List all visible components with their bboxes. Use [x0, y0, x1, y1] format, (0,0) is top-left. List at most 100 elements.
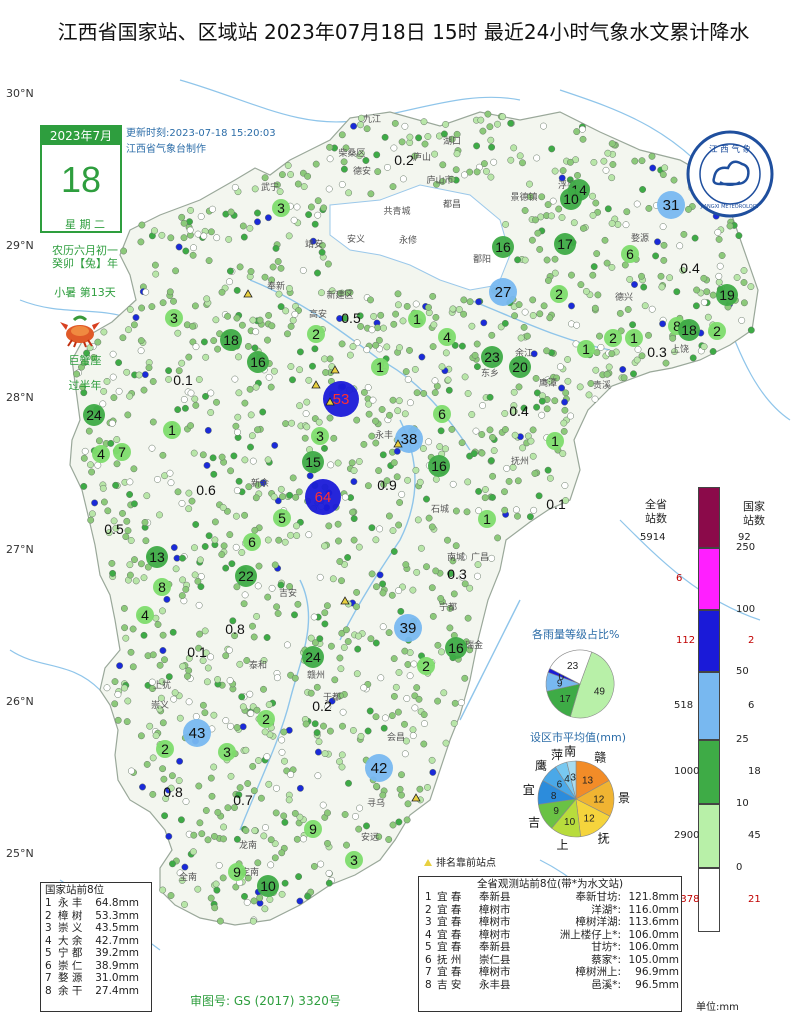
station-dot [220, 835, 227, 843]
station-value: 22 [238, 568, 254, 584]
station-value-circle[interactable] [492, 236, 514, 258]
station-value: 4 [443, 329, 451, 345]
rainfall-map[interactable]: 九江 柴桑区 德安 庐山 湖口 庐山市 武宁 共青城 都昌 景德镇 浮梁 靖安 安义 永修 婺源 奉新 高安 新建… [0, 60, 807, 1013]
station-value-circle[interactable] [345, 851, 363, 869]
station-dot [657, 272, 665, 280]
emblem-text: 江 西 气 象 [709, 144, 752, 155]
station-value-circle[interactable] [257, 875, 279, 897]
station-value-circle[interactable] [678, 319, 700, 341]
station-dot [740, 299, 748, 307]
station-value-circle[interactable] [228, 863, 246, 881]
station-dot [399, 175, 407, 183]
station-dot [255, 562, 263, 570]
station-dot [546, 377, 554, 385]
station-dot [353, 416, 361, 424]
station-value-circle[interactable] [156, 740, 174, 758]
station-value-circle[interactable] [235, 565, 257, 587]
station-value-circle[interactable] [302, 451, 324, 473]
station-dot [165, 367, 173, 375]
station-dot [661, 164, 669, 172]
station-dot [432, 313, 440, 321]
station-value-circle[interactable] [445, 637, 467, 659]
station-value-circle[interactable] [305, 479, 341, 515]
station-dot [254, 209, 261, 217]
station-value-circle[interactable] [371, 358, 389, 376]
place-name: 安义 [347, 233, 365, 245]
station-value-circle[interactable] [302, 646, 324, 668]
station-dot [489, 493, 496, 501]
station-value-circle[interactable] [481, 346, 503, 368]
station-value-circle[interactable] [716, 284, 738, 306]
station-dot [267, 383, 275, 391]
pie-slice[interactable] [549, 649, 593, 685]
station-value-circle[interactable] [550, 285, 568, 303]
station-value-circle[interactable] [165, 309, 183, 327]
station-value-circle[interactable] [365, 754, 393, 782]
station-dot [446, 604, 454, 612]
station-value-circle[interactable] [153, 578, 171, 596]
pie-slice[interactable] [569, 651, 615, 719]
station-value-circle[interactable] [304, 820, 322, 838]
station-dot [519, 159, 526, 167]
station-value-circle[interactable] [560, 188, 582, 210]
station-value-circle[interactable] [146, 546, 168, 568]
station-value-circle[interactable] [243, 533, 261, 551]
station-value-circle[interactable] [604, 329, 622, 347]
station-value-circle[interactable] [220, 329, 242, 351]
station-value-circle[interactable] [247, 351, 269, 373]
station-value-circle[interactable] [273, 509, 291, 527]
city-average-pie[interactable]: 13 12 12 10 9 86 4 3 赣景抚上 吉 宜鹰萍南 [516, 744, 636, 854]
station-value-circle[interactable] [83, 404, 105, 426]
station-value-circle[interactable] [323, 381, 359, 417]
station-value-circle[interactable] [657, 191, 685, 219]
station-value-circle[interactable] [272, 199, 290, 217]
station-dot [660, 241, 668, 249]
station-value-circle[interactable] [395, 425, 423, 453]
station-value-circle[interactable] [183, 719, 211, 747]
station-value-circle[interactable] [438, 328, 456, 346]
legend-band [698, 487, 720, 548]
station-dot [633, 200, 641, 208]
national-rank-rank: 7 [45, 972, 52, 984]
station-value-circle[interactable] [307, 325, 325, 343]
station-value-circle[interactable] [417, 657, 435, 675]
station-dot [253, 706, 261, 714]
station-value-circle[interactable] [136, 606, 154, 624]
station-dot [715, 272, 723, 280]
station-value-circle[interactable] [577, 340, 595, 358]
station-value-circle[interactable] [478, 510, 496, 528]
station-value-circle[interactable] [408, 310, 426, 328]
national-rank-value: 64.8mm [95, 897, 140, 909]
station-dot [484, 110, 492, 118]
station-value-circle[interactable] [546, 432, 564, 450]
station-value-circle[interactable] [92, 445, 110, 463]
station-value-circle[interactable] [554, 233, 576, 255]
station-value: 0.1 [173, 372, 193, 388]
station-dot [287, 531, 295, 539]
station-value-circle[interactable] [311, 427, 329, 445]
pie-slice[interactable] [566, 760, 577, 800]
station-dot [202, 649, 210, 657]
station-dot [112, 481, 120, 489]
station-dot [567, 412, 575, 420]
station-value-circle[interactable] [625, 329, 643, 347]
station-value-circle[interactable] [708, 322, 726, 340]
station-value-circle[interactable] [509, 356, 531, 378]
station-dot [641, 302, 649, 310]
station-value-circle[interactable] [218, 743, 236, 761]
station-dot [383, 343, 391, 351]
station-value-circle[interactable] [433, 405, 451, 423]
station-dot [385, 629, 393, 637]
station-dot [265, 780, 273, 788]
station-value-circle[interactable] [257, 710, 275, 728]
station-value-circle[interactable] [394, 614, 422, 642]
station-value-circle[interactable] [489, 278, 517, 306]
station-value-circle[interactable] [113, 443, 131, 461]
station-dot [159, 631, 167, 639]
station-value-circle[interactable] [621, 245, 639, 263]
station-value-circle[interactable] [428, 455, 450, 477]
station-value-circle[interactable] [163, 421, 181, 439]
all-rank-county: 永丰县 [479, 978, 511, 991]
